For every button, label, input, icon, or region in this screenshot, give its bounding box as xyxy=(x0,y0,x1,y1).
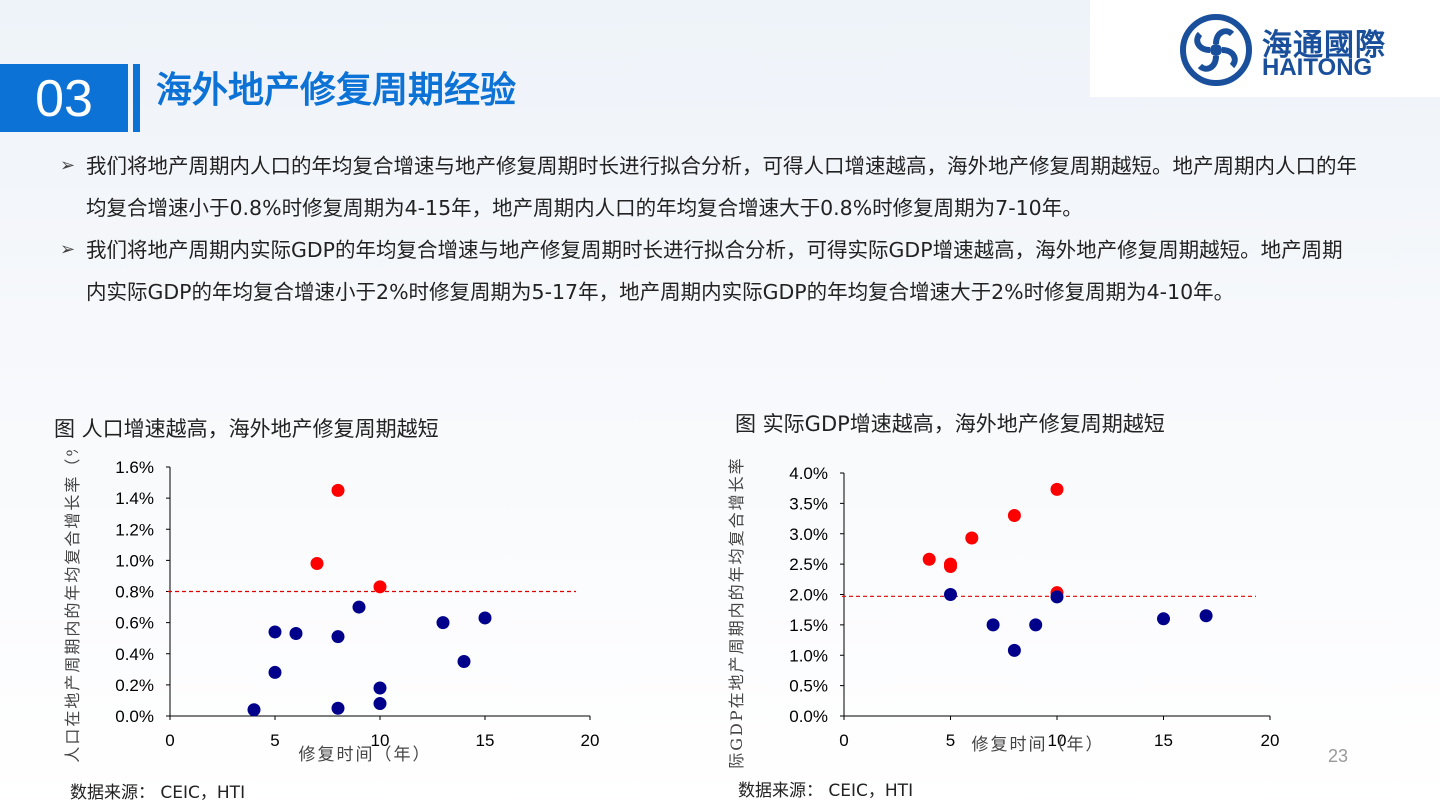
data-point xyxy=(1007,643,1021,657)
section-number: 03 xyxy=(0,64,128,132)
data-point xyxy=(922,552,936,566)
y-tick-label: 3.0% xyxy=(789,525,828,544)
bullet-arrow-icon: ➢ xyxy=(60,239,76,260)
bullet-item: ➢ 我们将地产周期内人口的年均复合增速与地产修复周期时长进行拟合分析，可得人口增… xyxy=(58,145,1358,229)
x-tick-label: 0 xyxy=(839,731,848,750)
y-tick-label: 2.5% xyxy=(789,555,828,574)
x-tick-label: 10 xyxy=(371,731,390,750)
bullet-item: ➢ 我们将地产周期内实际GDP的年均复合增速与地产修复周期时长进行拟合分析，可得… xyxy=(58,229,1358,313)
bullet-text: 我们将地产周期内实际GDP的年均复合增速与地产修复周期时长进行拟合分析，可得实际… xyxy=(86,238,1343,304)
population-scatter-chart: 0.0% 0.2% 0.4% 0.6% 0.8% 1.0% 1.2% 1.4% 1.6% 0 5 10… xyxy=(63,450,600,765)
x-tick-label: 5 xyxy=(946,731,955,750)
bullet-text: 我们将地产周期内人口的年均复合增速与地产修复周期时长进行拟合分析，可得人口增速越… xyxy=(86,154,1357,220)
y-tick-label: 0.5% xyxy=(789,677,828,696)
data-point xyxy=(1029,618,1043,632)
y-tick-label: 1.2% xyxy=(115,520,154,539)
x-axis-label: 修复时间（年） xyxy=(299,745,432,765)
data-point xyxy=(1050,590,1064,604)
data-point xyxy=(1007,509,1021,523)
x-tick-label: 10 xyxy=(1048,731,1067,750)
x-tick-label: 20 xyxy=(581,731,600,750)
data-point xyxy=(247,703,261,717)
y-tick-label: 1.4% xyxy=(115,489,154,508)
logo-box xyxy=(1090,0,1440,97)
data-point xyxy=(373,697,387,711)
data-point xyxy=(310,556,324,570)
logo-text-cn: 海通國際 xyxy=(1262,28,1386,63)
y-tick-label: 1.0% xyxy=(789,646,828,665)
section-title: 海外地产修复周期经验 xyxy=(156,70,517,111)
y-tick-label: 0.4% xyxy=(115,645,154,664)
gdp-scatter-chart: 0.0% 0.5% 1.0% 1.5% 2.0% 2.5% 3.0% 3.5% 4.0% 0 5 10… xyxy=(727,450,1280,770)
y-tick-label: 1.0% xyxy=(115,551,154,570)
logo-text-en: HAITONG xyxy=(1262,54,1373,81)
data-point xyxy=(1199,609,1213,623)
section-divider xyxy=(133,64,140,132)
data-point xyxy=(352,600,366,614)
data-point xyxy=(331,630,345,644)
data-point xyxy=(373,681,387,695)
x-tick-label: 0 xyxy=(165,731,174,750)
data-point xyxy=(944,560,957,574)
x-tick-label: 15 xyxy=(476,731,495,750)
x-tick-label: 5 xyxy=(270,731,279,750)
data-point xyxy=(436,616,450,630)
bullet-arrow-icon: ➢ xyxy=(60,155,76,176)
page-number: 23 xyxy=(1328,746,1349,766)
y-tick-label: 1.6% xyxy=(115,458,154,477)
y-axis-label: 实际GDP在地产周期内的年均复合增长率（%） xyxy=(727,450,746,770)
y-tick-label: 2.0% xyxy=(789,586,828,605)
chart-caption-right: 图 实际GDP增速越高，海外地产修复周期越短 xyxy=(735,412,1165,436)
data-point xyxy=(478,611,492,625)
x-axis-label: 修复时间（年） xyxy=(972,735,1105,755)
haitong-logo-icon xyxy=(1180,14,1252,86)
data-point xyxy=(986,618,1000,632)
x-tick-label: 20 xyxy=(1261,731,1280,750)
bullet-list: ➢ 我们将地产周期内人口的年均复合增速与地产修复周期时长进行拟合分析，可得人口增… xyxy=(58,145,1358,313)
source-note-left: 数据来源： CEIC，HTI xyxy=(70,783,246,803)
data-point xyxy=(944,588,957,601)
y-tick-label: 0.0% xyxy=(789,707,828,726)
data-point xyxy=(373,580,387,594)
y-tick-label: 0.0% xyxy=(115,707,154,726)
data-point xyxy=(268,625,282,639)
y-tick-label: 1.5% xyxy=(789,616,828,635)
data-point xyxy=(1050,482,1064,496)
data-point xyxy=(1157,612,1170,626)
y-tick-label: 0.2% xyxy=(115,676,154,695)
data-point xyxy=(331,701,345,715)
data-point xyxy=(331,483,345,497)
data-point xyxy=(965,531,979,545)
x-tick-label: 15 xyxy=(1154,731,1173,750)
y-tick-label: 3.5% xyxy=(789,494,828,513)
y-tick-label: 0.8% xyxy=(115,583,154,602)
source-note-right: 数据来源： CEIC，HTI xyxy=(738,781,914,801)
data-point xyxy=(268,665,282,679)
y-tick-label: 0.6% xyxy=(115,614,154,633)
y-axis-label: 人口在地产周期内的年均复合增长率（%） xyxy=(63,450,82,763)
y-tick-label: 4.0% xyxy=(789,464,828,483)
data-point xyxy=(457,655,471,669)
data-point xyxy=(289,627,303,641)
chart-caption-left: 图 人口增速越高，海外地产修复周期越短 xyxy=(54,417,439,441)
